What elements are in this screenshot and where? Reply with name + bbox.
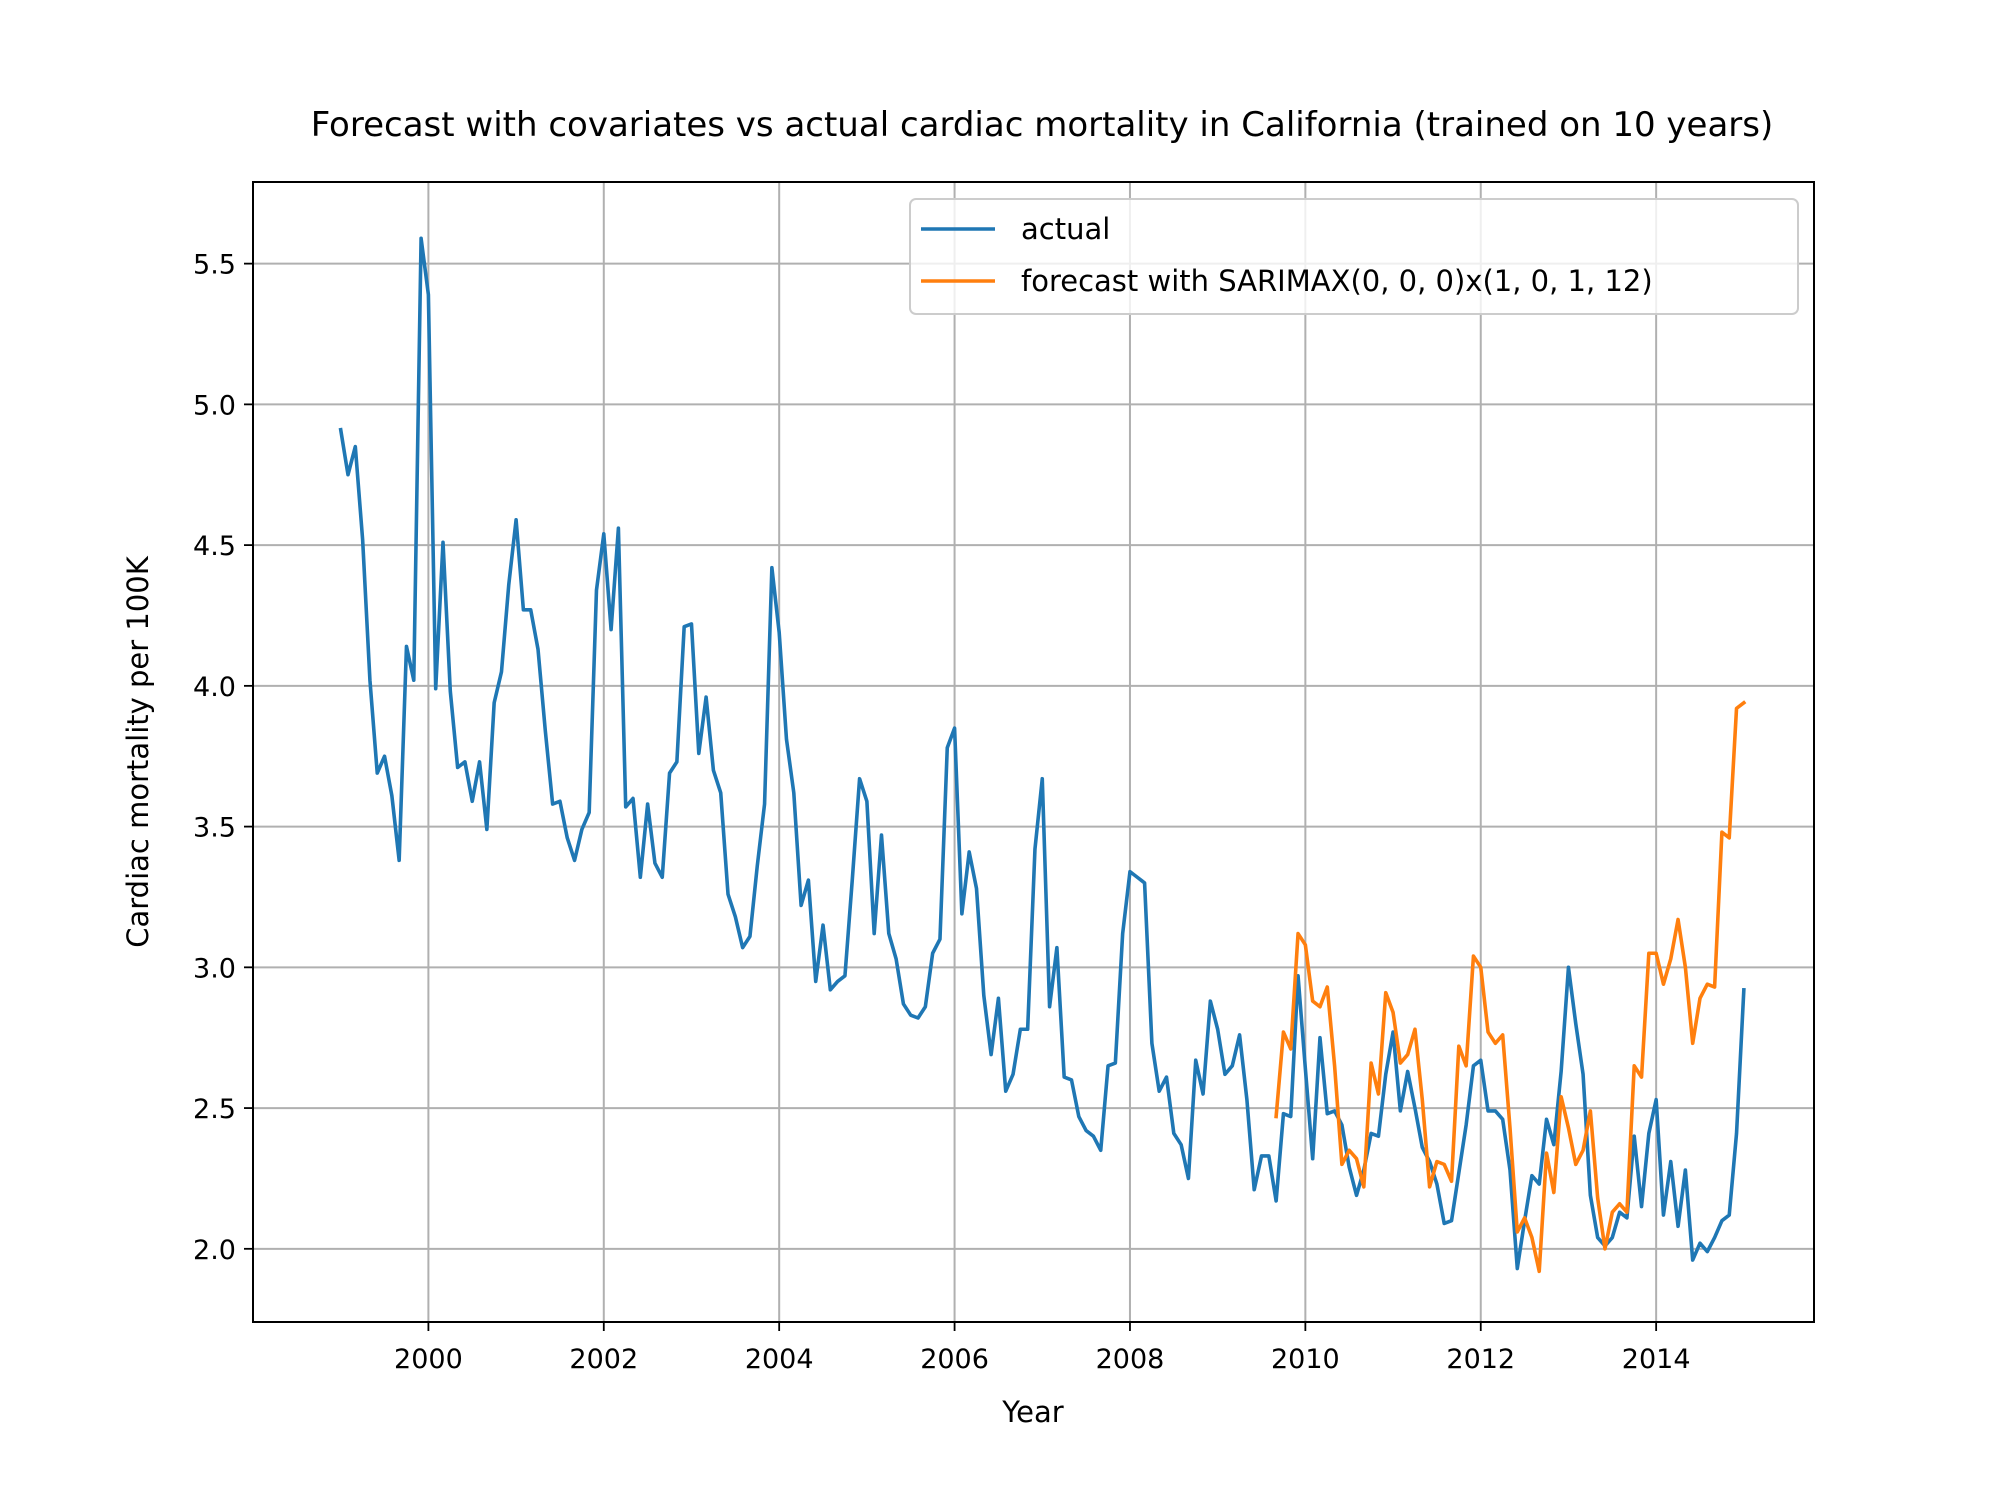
x-tick-label: 2008 [1096, 1344, 1165, 1375]
y-tick-label: 3.5 [193, 813, 236, 844]
series-lines [338, 236, 1747, 1274]
series-line-actual [338, 236, 1746, 1271]
y-axis-label: Cardiac mortality per 100K [121, 555, 155, 947]
y-tick-label: 3.0 [193, 953, 236, 984]
x-tick-label: 2006 [920, 1344, 989, 1375]
y-tick-label: 4.5 [193, 531, 236, 562]
x-tick-label: 2004 [745, 1344, 814, 1375]
plot-area-frame [252, 181, 1815, 1323]
grid-lines [253, 182, 1814, 1322]
y-tick-label: 4.0 [193, 672, 236, 703]
y-tick-label: 5.0 [193, 390, 236, 421]
y-axis: 2.0 2.5 3.0 3.5 4.0 4.5 5.0 5.5 [193, 250, 253, 1266]
legend-box [909, 198, 1799, 315]
x-tick-label: 2010 [1271, 1344, 1340, 1375]
x-axis: 2000 2002 2004 2006 2008 2010 2012 2014 [394, 1322, 1691, 1375]
x-tick-label: 2002 [569, 1344, 638, 1375]
y-tick-label: 2.0 [193, 1235, 236, 1266]
legend-label-actual: actual [1021, 212, 1110, 246]
legend: actual forecast with SARIMAX(0, 0, 0)x(1… [909, 198, 1799, 315]
x-tick-label: 2000 [394, 1344, 463, 1375]
x-axis-label: Year [1001, 1395, 1063, 1429]
legend-label-forecast: forecast with SARIMAX(0, 0, 0)x(1, 0, 1,… [1021, 264, 1653, 298]
x-tick-label: 2014 [1622, 1344, 1691, 1375]
chart-title: Forecast with covariates vs actual cardi… [311, 105, 1774, 145]
y-tick-label: 5.5 [193, 250, 236, 281]
y-tick-label: 2.5 [193, 1094, 236, 1125]
series-line-forecast [1274, 700, 1747, 1274]
x-tick-label: 2012 [1446, 1344, 1515, 1375]
